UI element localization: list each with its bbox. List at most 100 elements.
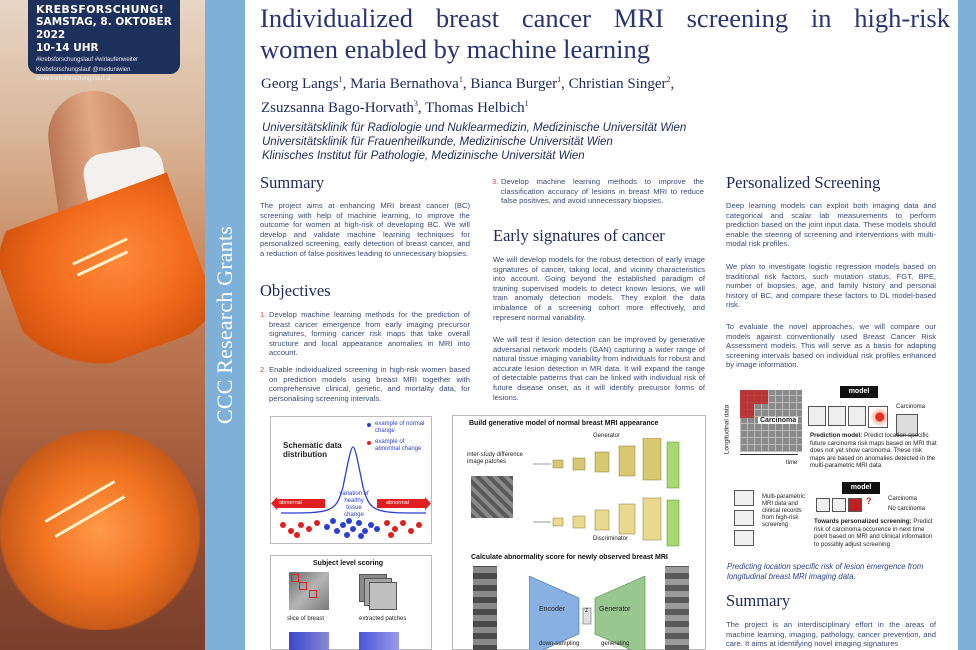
badge-line3: 10-14 UHR bbox=[36, 42, 99, 54]
arrow-right-label: abnormal bbox=[386, 500, 409, 506]
side-band bbox=[205, 0, 245, 650]
author-name: Christian Singer bbox=[568, 76, 667, 92]
time-label: time bbox=[786, 460, 798, 466]
running-photo: KREBSFORSCHUNG! SAMSTAG, 8. OKTOBER 2022… bbox=[0, 0, 205, 650]
model-box: model bbox=[840, 386, 878, 398]
affiliation: Klinisches Institut für Pathologie, Medi… bbox=[262, 150, 585, 162]
autoencoder-diagram bbox=[529, 576, 646, 650]
arrow-head-right bbox=[425, 497, 431, 510]
distribution-figure: Schematic data distribution example of n… bbox=[270, 416, 432, 544]
personalized-text3: To evaluate the novel approaches, we wil… bbox=[726, 322, 936, 370]
badge-line6: www.krebsforschungslauf.at bbox=[36, 76, 111, 82]
early-signatures-text2: We will test if lesion detection can be … bbox=[493, 335, 705, 402]
gan-title: Build generative model of normal breast … bbox=[469, 420, 659, 427]
output-mri-strip bbox=[665, 566, 689, 650]
risk-maps bbox=[808, 406, 894, 428]
legend-normal-dot bbox=[367, 423, 371, 427]
early-signatures-text1: We will develop models for the robust de… bbox=[493, 255, 705, 322]
next-timepoint-maps bbox=[816, 498, 874, 512]
patches-label: extracted patches bbox=[359, 616, 407, 622]
carcinoma-no-label: No carcinoma bbox=[888, 506, 926, 512]
personalized-heading: Personalized Screening bbox=[726, 173, 881, 192]
generator-label: Generator bbox=[593, 433, 621, 439]
prediction-title: Prediction model: bbox=[810, 432, 863, 439]
objectives-list: 1. Develop machine learning methods for t… bbox=[260, 310, 470, 410]
right-band bbox=[958, 0, 976, 650]
generator2-label: Generator bbox=[599, 606, 631, 613]
carcinoma-image bbox=[896, 414, 918, 436]
prediction-body: Predict location specific future carcino… bbox=[810, 432, 937, 469]
scoring-figure: Subject level scoring slice of breast ex… bbox=[270, 555, 432, 650]
author-affil: 2 bbox=[666, 75, 671, 84]
objective-item: 3. Develop machine learning methods to im… bbox=[492, 177, 704, 206]
calc-title: Calculate abnormality score for newly ob… bbox=[471, 554, 668, 561]
author-affil: 1 bbox=[458, 75, 463, 84]
affiliation: Universitätsklinik für Radiologie und Nu… bbox=[262, 122, 687, 134]
legend-normal-label: example of normal change bbox=[375, 421, 425, 434]
prediction-model-text: Prediction model: Predict location speci… bbox=[810, 432, 938, 470]
summary-text: The project aims at enhancing MRI breast… bbox=[260, 201, 470, 258]
time-axis bbox=[740, 454, 798, 455]
objective-number: 3. bbox=[492, 177, 499, 186]
gan-network-diagram bbox=[533, 438, 680, 547]
distribution-curve bbox=[280, 446, 427, 514]
objectives-list-cont: 3. Develop machine learning methods to im… bbox=[492, 177, 704, 213]
towards-body: Predict risk of carcinoma occurence in n… bbox=[814, 518, 933, 548]
score-patches bbox=[359, 632, 399, 650]
badge-line2: SAMSTAG, 8. OKTOBER 2022 bbox=[36, 16, 172, 41]
badge-line5: Krebsforschungslauf @meduniwien bbox=[36, 66, 131, 73]
summary2-text: The project is an interdisciplinary effo… bbox=[726, 620, 936, 649]
authors-line2: Zsuzsanna Bago-Horvath3, Thomas Helbich1 bbox=[261, 99, 529, 116]
model-box-2: model bbox=[842, 482, 880, 494]
objective-text: Develop machine learning methods to impr… bbox=[501, 177, 704, 206]
author-affil: 1 bbox=[524, 99, 529, 108]
breast-slice-image bbox=[289, 572, 329, 610]
event-badge: KREBSFORSCHUNG! SAMSTAG, 8. OKTOBER 2022… bbox=[28, 0, 180, 82]
downsampling-label: down-sampling bbox=[539, 641, 580, 647]
score-slice bbox=[289, 632, 329, 650]
distribution-title: Schematic data distribution bbox=[283, 441, 342, 459]
authors-line1: Georg Langs1, Maria Bernathova1, Bianca … bbox=[261, 75, 675, 92]
summary-heading: Summary bbox=[260, 173, 325, 192]
grid-carcinoma-label: Carcinoma bbox=[758, 417, 799, 424]
legend-abnormal-dot bbox=[367, 441, 371, 445]
mri-stack bbox=[734, 490, 756, 550]
objective-item: 1. Develop machine learning methods for t… bbox=[260, 310, 470, 358]
question-mark: ? bbox=[866, 496, 872, 506]
z-label: z bbox=[585, 608, 588, 614]
objective-number: 2. bbox=[260, 364, 267, 374]
title-line2: women enabled by machine learning bbox=[260, 34, 650, 64]
carcinoma-right-label: Carcinoma bbox=[896, 404, 926, 410]
early-signatures-heading: Early signatures of cancer bbox=[493, 226, 665, 245]
affiliation: Universitätsklinik für Frauenheilkunde, … bbox=[262, 136, 613, 148]
personalized-text1: Deep learning models can exploit both im… bbox=[726, 201, 936, 249]
longitudinal-figure: Longitudinal data Carcinoma time model C… bbox=[723, 386, 938, 560]
objectives-heading: Objectives bbox=[260, 281, 331, 300]
objective-text: Enable individualized screening in high-… bbox=[269, 364, 470, 403]
input-mri-strip bbox=[473, 566, 497, 650]
scoring-title: Subject level scoring bbox=[313, 560, 384, 567]
author-affil: 3 bbox=[413, 99, 418, 108]
author-affil: 1 bbox=[557, 75, 562, 84]
distribution-plot bbox=[271, 423, 431, 539]
arrow-head-left bbox=[271, 497, 277, 510]
gan-patches-label: inter-study difference image patches bbox=[467, 452, 523, 465]
title-line1: Individualized breast cancer MRI screeni… bbox=[260, 3, 950, 33]
author-name: Zsuzsanna Bago-Horvath bbox=[261, 100, 414, 116]
author-name: Thomas Helbich bbox=[425, 100, 525, 116]
summary2-heading: Summary bbox=[726, 591, 791, 610]
personalized-text2: We plan to investigate logistic regressi… bbox=[726, 262, 936, 310]
author-name: Georg Langs bbox=[261, 76, 339, 92]
author-name: Bianca Burger bbox=[470, 76, 558, 92]
patches-stack bbox=[359, 574, 399, 610]
author-affil: 1 bbox=[338, 75, 343, 84]
legend-abnormal-label: example of abnormal change bbox=[375, 439, 422, 452]
badge-line4: #krebsforschungslauf #wirlaufenweiter bbox=[36, 57, 139, 63]
badge-line1: KREBSFORSCHUNG! bbox=[36, 3, 165, 16]
encoder-label: Encoder bbox=[539, 606, 566, 613]
author-name: Maria Bernathova bbox=[350, 76, 459, 92]
difference-patch bbox=[471, 476, 513, 518]
abnormal-arrow-right bbox=[377, 499, 427, 508]
curve-label: variation of healthy tissue change bbox=[339, 491, 369, 518]
objective-item: 2. Enable individualized screening in hig… bbox=[260, 365, 470, 403]
